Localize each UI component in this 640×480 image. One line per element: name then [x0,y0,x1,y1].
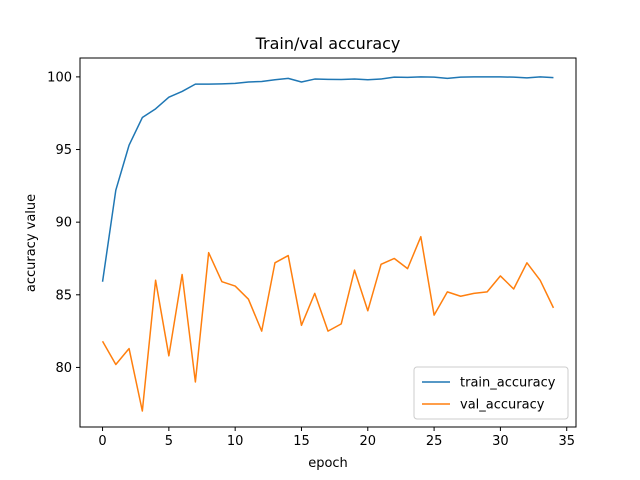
x-tick-label: 0 [98,434,106,449]
chart-title: Train/val accuracy [255,34,401,53]
y-tick-label: 90 [55,216,72,231]
y-tick-label: 95 [55,143,72,158]
x-tick-label: 15 [293,434,310,449]
series-layer [101,76,555,412]
x-axis-label: epoch [308,456,348,471]
legend-label: train_accuracy [460,376,556,391]
plot-area [79,57,577,428]
y-tick-label: 85 [55,288,72,303]
x-tick-label: 25 [426,434,443,449]
legend-box [413,366,569,420]
x-tick-label: 5 [165,434,173,449]
series-line-train-accuracy [101,76,554,282]
x-tick-label: 35 [558,434,575,449]
legend: train_accuracy val_accuracy [413,366,569,420]
y-tick-label: 80 [55,361,72,376]
y-axis-label: accuracy value [24,194,39,292]
x-tick-label: 10 [227,434,244,449]
y-tick-label: 100 [47,70,72,85]
x-tick-label: 30 [492,434,509,449]
y-axis: 80 85 90 95 100 [47,70,80,376]
series-line-val-accuracy [101,235,555,412]
legend-label: val_accuracy [460,398,545,413]
x-tick-label: 20 [360,434,377,449]
x-axis: 0 5 10 15 20 25 30 35 [98,427,575,449]
